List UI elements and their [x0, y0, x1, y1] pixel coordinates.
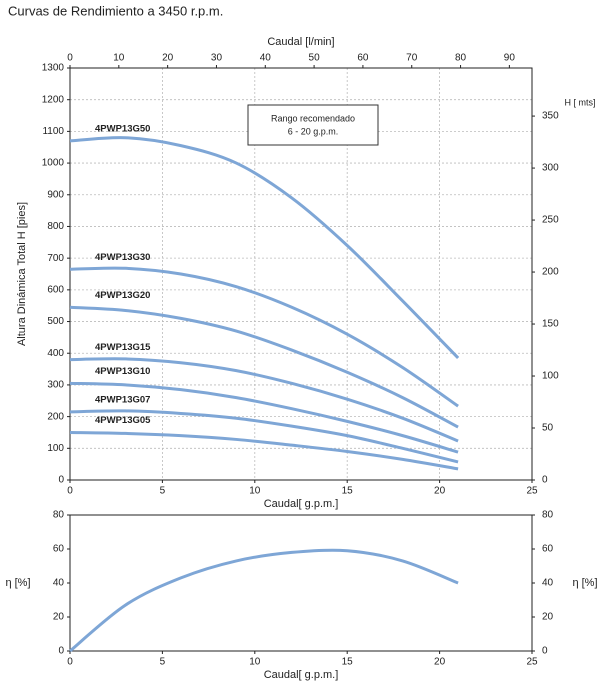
y-tick-label: 100	[47, 443, 64, 454]
x2-tick-label: 50	[309, 53, 321, 64]
y-tick-label: 0	[58, 475, 64, 486]
plot-frame	[69, 514, 533, 652]
y2-tick-label: 0	[542, 646, 548, 657]
y-tick-label: 1300	[42, 63, 65, 74]
x-tick-label: 0	[67, 486, 73, 497]
y-axis-label: Altura Dinámica Total H [pies]	[16, 202, 28, 346]
y-tick-label: 80	[53, 510, 65, 521]
y2-tick-label: 20	[542, 612, 554, 623]
y-tick-label: 900	[47, 189, 64, 200]
plot-frame	[69, 67, 533, 481]
annotation: 6 - 20 g.p.m.	[288, 126, 339, 136]
y-tick-label: 800	[47, 221, 64, 232]
y2-tick-label: 300	[542, 163, 559, 174]
y-tick-label: 300	[47, 380, 64, 391]
series-label: 4PWP13G30	[95, 252, 150, 263]
x-tick-label: 10	[249, 657, 261, 668]
y-tick-label: 0	[58, 646, 64, 657]
x-tick-label: 0	[67, 657, 73, 668]
y-tick-label: 500	[47, 316, 64, 327]
x2-tick-label: 40	[260, 53, 272, 64]
y2-tick-label: 0	[542, 475, 548, 486]
y2-tick-label: 80	[542, 510, 554, 521]
y-tick-label: 400	[47, 348, 64, 359]
x2-tick-label: 60	[357, 53, 369, 64]
curve	[69, 430, 459, 471]
series-label: 4PWP13G50	[95, 123, 150, 134]
x-tick-label: 25	[526, 486, 538, 497]
y-tick-label: 1000	[42, 158, 65, 169]
x-tick-label: 20	[434, 657, 446, 668]
curve	[69, 381, 459, 454]
x2-tick-label: 80	[455, 53, 467, 64]
series-label: 4PWP13G15	[95, 342, 151, 353]
y2-tick-label: 150	[542, 319, 559, 330]
y-tick-label: 60	[53, 544, 65, 555]
y-tick-label: 600	[47, 284, 64, 295]
x-tick-label: 5	[160, 486, 166, 497]
annotation: Rango recomendado	[271, 113, 355, 123]
y2-tick-label: 100	[542, 371, 559, 382]
y-tick-label: 700	[47, 253, 64, 264]
x-tick-label: 5	[160, 657, 166, 668]
x2-tick-label: 90	[504, 53, 516, 64]
x2-tick-label: 20	[162, 53, 174, 64]
x-axis-label: Caudal[ g.p.m.]	[264, 669, 339, 681]
curve	[69, 357, 459, 443]
x-tick-label: 15	[342, 657, 354, 668]
x2-axis-label: Caudal [l/min]	[267, 36, 334, 48]
series-label: 4PWP13G07	[95, 394, 150, 405]
y2-axis-label: η [%]	[572, 577, 597, 589]
y-tick-label: 40	[53, 578, 65, 589]
curve	[69, 136, 460, 360]
x-axis-label: Caudal[ g.p.m.]	[264, 498, 339, 510]
y2-tick-label: 40	[542, 578, 554, 589]
x2-tick-label: 70	[406, 53, 418, 64]
y2-tick-label: 250	[542, 215, 559, 226]
x2-tick-label: 0	[67, 53, 73, 64]
curve	[69, 266, 459, 408]
y-tick-label: 1100	[42, 126, 64, 137]
x-tick-label: 10	[249, 486, 261, 497]
annotation-box	[247, 104, 379, 146]
curve	[69, 548, 459, 653]
x-tick-label: 15	[342, 486, 354, 497]
y2-axis-label: H [ mts]	[565, 97, 596, 107]
y2-tick-label: 60	[542, 544, 554, 555]
y2-tick-label: 50	[542, 423, 554, 434]
curve	[69, 409, 459, 464]
x-tick-label: 25	[526, 657, 538, 668]
y-axis-label: η [%]	[5, 577, 30, 589]
chart-title: Curvas de Rendimiento a 3450 r.p.m.	[8, 3, 223, 18]
y2-tick-label: 200	[542, 267, 559, 278]
series-label: 4PWP13G05	[95, 415, 151, 426]
y-tick-label: 20	[53, 612, 65, 623]
y-tick-label: 200	[47, 411, 64, 422]
x-tick-label: 20	[434, 486, 446, 497]
series-label: 4PWP13G20	[95, 290, 150, 301]
series-label: 4PWP13G10	[95, 366, 150, 377]
x2-tick-label: 30	[211, 53, 223, 64]
x2-tick-label: 10	[113, 53, 125, 64]
curve	[69, 305, 459, 429]
y2-tick-label: 350	[542, 111, 559, 122]
y-tick-label: 1200	[42, 94, 65, 105]
